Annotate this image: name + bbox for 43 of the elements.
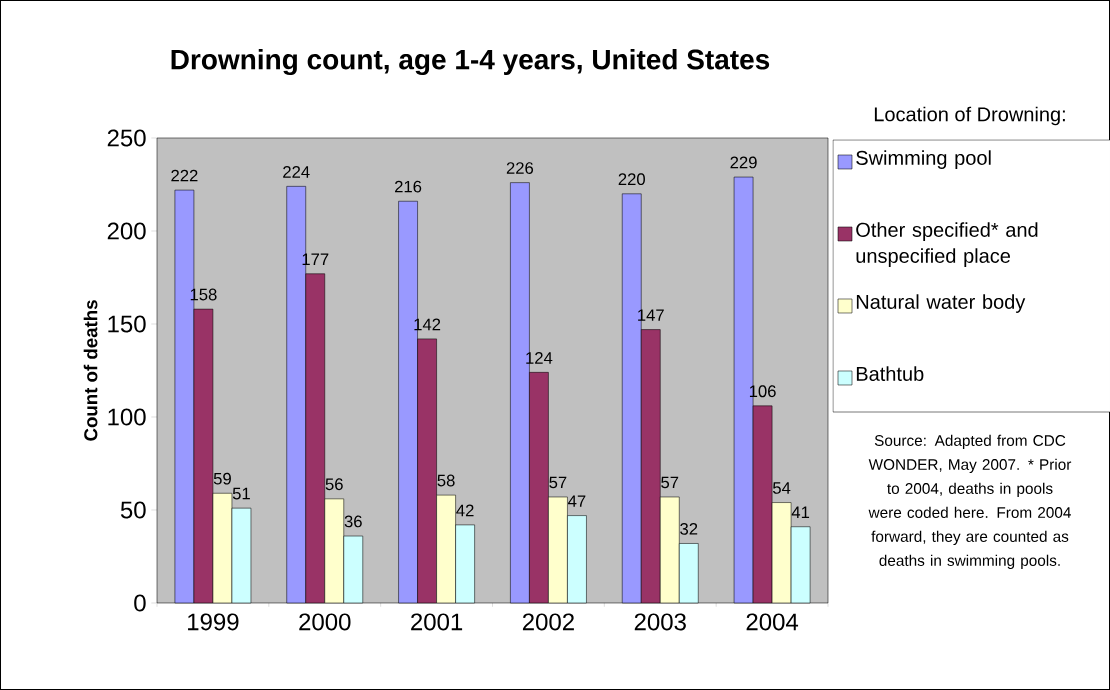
data-label: 229: [730, 156, 757, 169]
data-label: 54: [772, 482, 791, 494]
data-label: 220: [618, 173, 645, 186]
data-label: 124: [526, 352, 553, 364]
x-tick-label: 2002: [522, 613, 574, 631]
legend-label: Bathtub: [856, 366, 924, 381]
data-label: 147: [638, 309, 664, 321]
legend-title: Location of Drowning:: [874, 106, 1065, 126]
y-tick-label: 200: [107, 222, 146, 240]
data-label: 58: [437, 474, 455, 487]
data-label: 32: [680, 522, 698, 535]
legend-label: Other specified* and unspecified place: [856, 222, 1038, 267]
chart-title: Drowning count, age 1-4 years, United States: [171, 48, 770, 76]
data-label: 224: [283, 166, 310, 178]
x-tick-label: 1999: [188, 613, 239, 631]
y-tick-label: 250: [107, 129, 146, 147]
x-tick-label: 2000: [299, 613, 351, 631]
x-tick-label: 2003: [634, 613, 686, 631]
data-label: 47: [568, 495, 586, 507]
y-axis-title: Count of deaths: [83, 300, 98, 441]
data-label: 59: [213, 472, 231, 485]
data-label: 222: [171, 169, 198, 182]
data-label: 158: [190, 288, 217, 301]
data-label: 106: [749, 385, 776, 398]
legend-label: Swimming pool: [856, 150, 991, 169]
y-tick-label: 50: [120, 501, 146, 519]
y-tick-label: 100: [108, 408, 146, 426]
data-label: 56: [325, 478, 343, 491]
y-tick-label: 0: [134, 594, 146, 612]
data-label: 57: [661, 476, 679, 489]
x-tick-label: 2001: [411, 613, 463, 631]
legend-label: Natural water body: [856, 294, 1026, 313]
source-note: Source: Adapted from CDC WONDER, May 2007. * Prior to 2004, deaths in pools were coded here. From 2004 forward, they are counted as deaths in swimming pools.: [868, 434, 1072, 569]
data-label: 57: [549, 476, 567, 489]
data-label: 226: [506, 162, 534, 174]
x-tick-label: 2004: [746, 613, 799, 631]
data-label: 36: [344, 515, 362, 528]
data-label: 41: [791, 506, 810, 519]
data-label: 216: [395, 180, 422, 193]
y-tick-label: 150: [108, 315, 146, 333]
data-label: 177: [302, 253, 329, 266]
data-label: 51: [232, 487, 250, 500]
data-label: 42: [456, 504, 474, 517]
